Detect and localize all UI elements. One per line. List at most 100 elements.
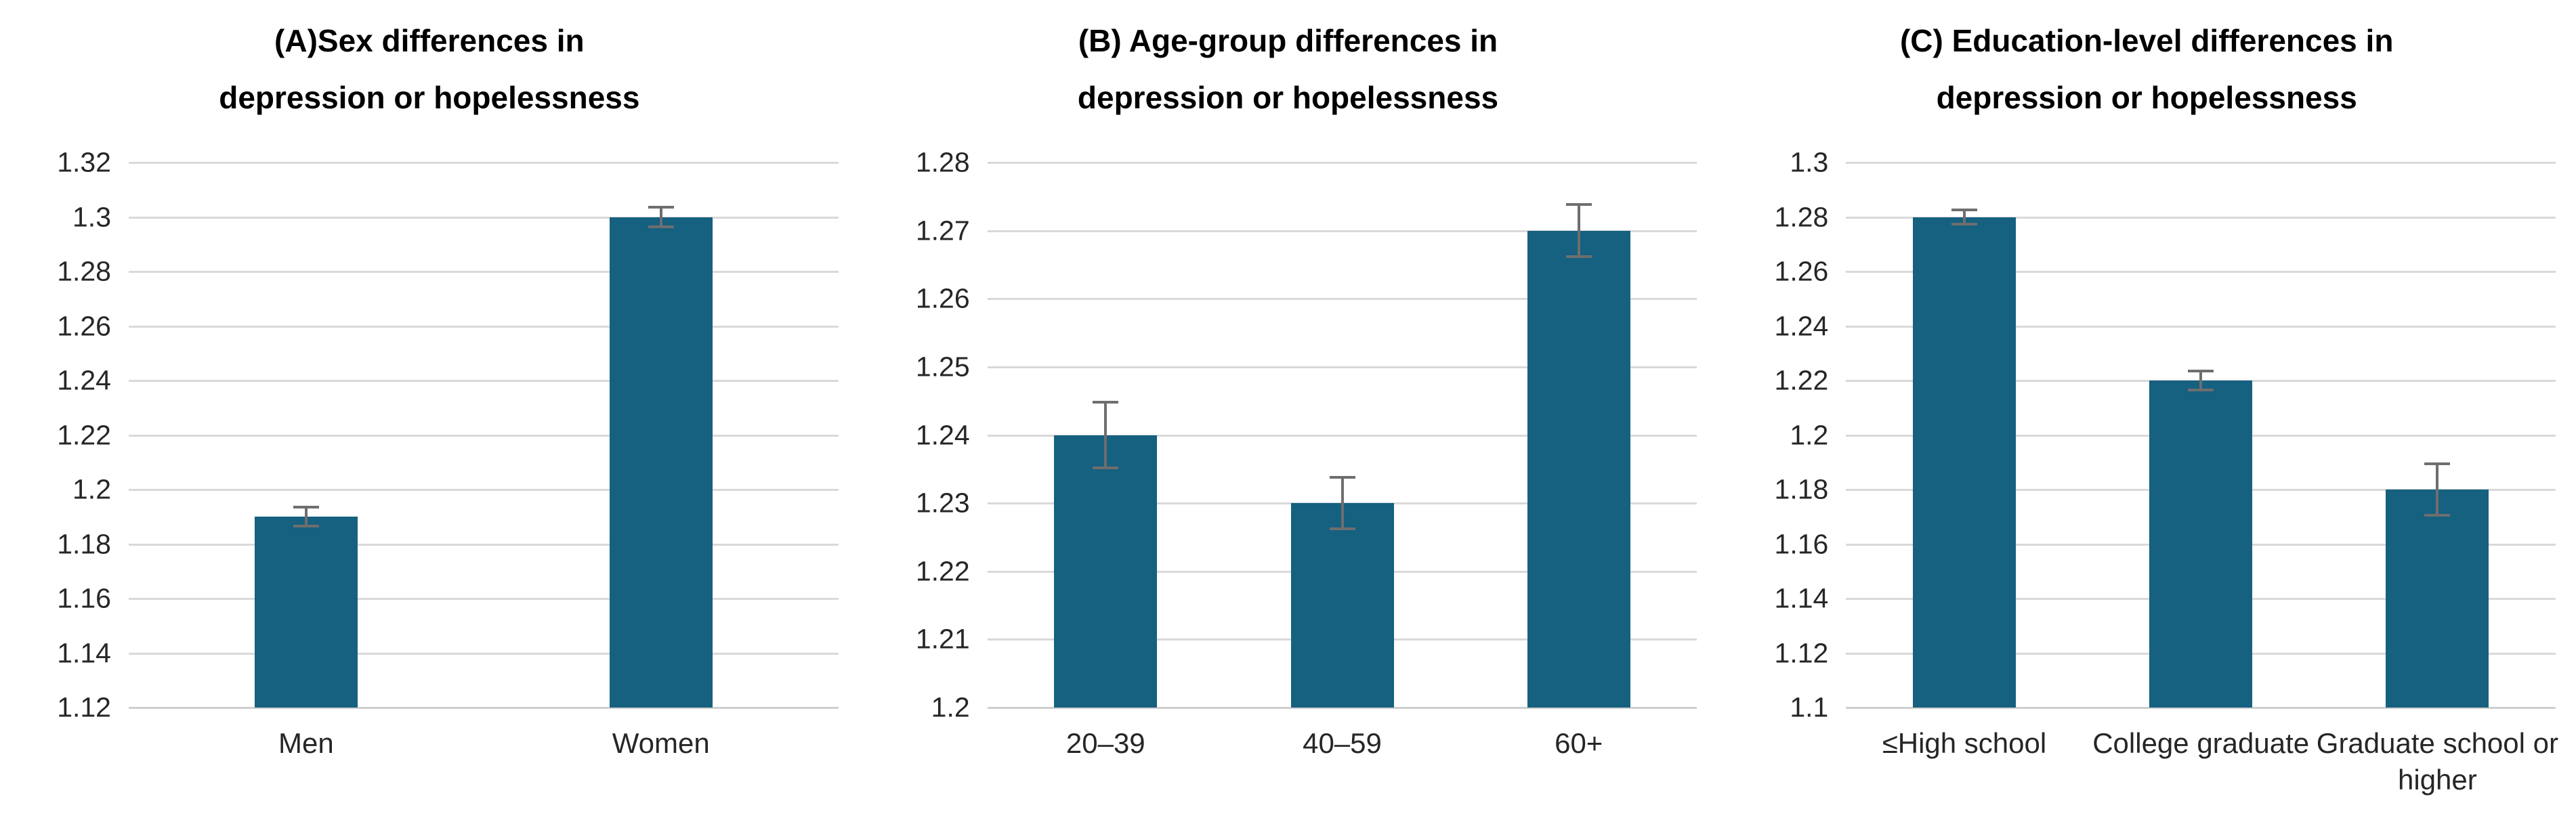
panel-a-sex-differences: (A)Sex differences in depression or hopel… <box>0 0 859 824</box>
error-bar-cap-bottom <box>648 225 674 228</box>
gridline-1.28 <box>129 271 839 273</box>
error-bar-college-graduate <box>2188 369 2214 392</box>
y-tick-label-1.16: 1.16 <box>57 582 111 614</box>
error-bar-men <box>293 506 319 528</box>
panel-c-title-line1: (C) Education-level differences in <box>1899 23 2394 58</box>
error-bar-line <box>1340 475 1344 531</box>
y-tick-label-1.2: 1.2 <box>1790 419 1829 450</box>
y-tick-label-1.32: 1.32 <box>57 146 111 178</box>
error-bar-20-39 <box>1093 401 1119 469</box>
x-tick-label-high-school: ≤High school <box>1882 727 2047 759</box>
error-bar-60+ <box>1565 203 1592 258</box>
panel-c-plot-area: 1.3 1.28 1.26 1.24 1.22 1.2 1.18 1.16 1.14 1.12 1.… <box>1775 147 2558 796</box>
error-bar-line <box>2199 369 2203 392</box>
gridline-1.3 <box>129 216 839 219</box>
panel-c-education-level-differences: (C) Education-level differences in depres… <box>1717 0 2576 824</box>
error-bar-cap-top <box>1565 203 1592 207</box>
gridline-1.3 <box>1846 162 2556 164</box>
bar-graduate-school-or-higher <box>2386 490 2489 708</box>
y-tick-label-1.16: 1.16 <box>1774 528 1829 559</box>
y-tick-label-1.23: 1.23 <box>915 487 970 519</box>
error-bar-cap-bottom <box>293 525 319 528</box>
panel-c-title: (C) Education-level differences in depres… <box>1717 12 2576 126</box>
error-bar-graduate-school-or-higher <box>2424 462 2451 517</box>
gridline-1.22 <box>129 434 839 437</box>
gridline-1.2 <box>987 707 1697 709</box>
error-bar-cap-bottom <box>2188 389 2214 392</box>
y-tick-label-1.24: 1.24 <box>57 364 111 396</box>
error-bar-line <box>2436 462 2439 517</box>
y-tick-label-1.14: 1.14 <box>57 637 111 668</box>
panel-a-title: (A)Sex differences in depression or hopel… <box>0 12 859 126</box>
bar-20-39 <box>1054 435 1158 708</box>
bar-high-school <box>1912 217 2016 708</box>
gridline-1.32 <box>129 162 839 164</box>
panel-b-title-line1: (B) Age-group differences in <box>1078 23 1498 58</box>
error-bar-women <box>648 206 674 228</box>
x-tick-label-college-graduate: College graduate <box>2092 727 2310 759</box>
gridline-1.26 <box>987 298 1697 301</box>
panel-b-age-group-differences: (B) Age-group differences in depression o… <box>859 0 1718 824</box>
y-tick-label-1.18: 1.18 <box>1774 473 1829 505</box>
error-bar-line <box>1577 203 1580 258</box>
y-tick-label-1.12: 1.12 <box>1774 637 1829 668</box>
x-tick-label-60+: 60+ <box>1555 727 1603 759</box>
y-tick-label-1.26: 1.26 <box>915 282 970 314</box>
panel-b-title-line2: depression or hopelessness <box>1077 80 1499 115</box>
y-tick-label-1.12: 1.12 <box>57 691 111 723</box>
error-bar-high-school <box>1951 209 1977 225</box>
y-tick-label-1.1: 1.1 <box>1790 691 1829 723</box>
error-bar-line <box>304 506 308 528</box>
y-tick-label-1.21: 1.21 <box>915 623 970 655</box>
error-bar-cap-top <box>293 506 319 509</box>
error-bar-cap-bottom <box>1093 466 1119 469</box>
panel-a-plot-area: 1.32 1.3 1.28 1.26 1.24 1.22 1.2 1.18 1.16 1.14 1.… <box>57 147 839 759</box>
bar-women <box>609 217 713 708</box>
y-tick-label-1.24: 1.24 <box>915 419 970 450</box>
y-tick-label-1.14: 1.14 <box>1774 582 1829 614</box>
gridline-1.12 <box>129 707 839 709</box>
error-bar-line <box>1962 209 1966 225</box>
gridline-1.26 <box>1846 271 2556 273</box>
y-tick-label-1.2: 1.2 <box>931 691 970 723</box>
y-tick-label-1.27: 1.27 <box>915 215 970 246</box>
gridline-1.27 <box>987 230 1697 232</box>
x-tick-label-40-59: 40–59 <box>1303 727 1382 759</box>
panel-c-title-line2: depression or hopelessness <box>1936 80 2357 115</box>
gridline-1.28 <box>987 162 1697 164</box>
error-bar-cap-top <box>2188 369 2214 372</box>
x-tick-label-men: Men <box>278 727 334 759</box>
gridline-1.14 <box>129 652 839 655</box>
x-tick-label-20-39: 20–39 <box>1065 727 1145 759</box>
y-tick-label-1.25: 1.25 <box>915 351 970 383</box>
error-bar-cap-bottom <box>2424 514 2451 517</box>
gridline-1.24 <box>987 434 1697 437</box>
error-bar-cap-bottom <box>1951 222 1977 225</box>
panel-a-title-line1: (A)Sex differences in <box>274 23 585 58</box>
error-bar-cap-top <box>2424 462 2451 465</box>
gridline-1.24 <box>1846 325 2556 328</box>
x-tick-label-graduate-school-or-higher: Graduate school or higher <box>2316 727 2558 796</box>
error-bar-40-59 <box>1329 475 1355 531</box>
gridline-1.25 <box>987 366 1697 368</box>
panel-b-plot-area: 1.28 1.27 1.26 1.25 1.24 1.23 1.22 1.21 1.2 20–39… <box>916 147 1697 759</box>
error-bar-cap-bottom <box>1329 527 1355 531</box>
gridline-1.26 <box>129 325 839 328</box>
panel-b-title: (B) Age-group differences in depression o… <box>859 12 1718 126</box>
y-tick-label-1.28: 1.28 <box>1774 201 1829 232</box>
error-bar-cap-top <box>1093 401 1119 404</box>
y-tick-label-1.26: 1.26 <box>57 310 111 341</box>
y-tick-label-1.3: 1.3 <box>72 201 111 232</box>
error-bar-cap-top <box>648 206 674 209</box>
gridline-1.24 <box>129 380 839 382</box>
error-bar-cap-bottom <box>1565 255 1592 258</box>
y-tick-label-1.22: 1.22 <box>57 419 111 450</box>
gridline-1.16 <box>129 598 839 600</box>
y-tick-label-1.28: 1.28 <box>57 255 111 287</box>
error-bar-cap-top <box>1329 475 1355 479</box>
y-tick-label-1.22: 1.22 <box>1774 364 1829 396</box>
bar-40-59 <box>1290 503 1394 708</box>
y-tick-label-1.22: 1.22 <box>915 555 970 587</box>
y-tick-label-1.18: 1.18 <box>57 528 111 559</box>
